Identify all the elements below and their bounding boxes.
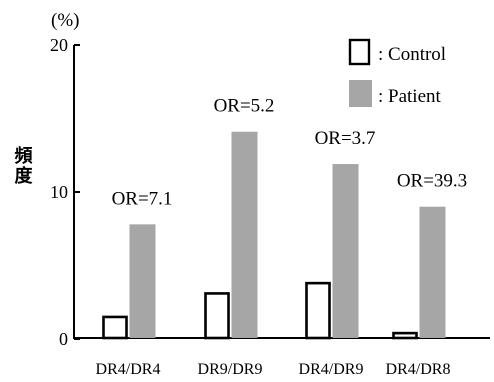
odds-ratio-label: OR=3.7 — [315, 128, 376, 149]
bars — [102, 131, 446, 340]
y-axis-label: 頻度 — [12, 145, 33, 186]
bar-control — [392, 331, 418, 340]
x-tick-label: DR4/DR9 — [299, 361, 364, 378]
bar-control — [305, 281, 331, 340]
bar-patient — [231, 131, 258, 338]
x-tick-label: DR9/DR9 — [198, 361, 263, 378]
bar-patient — [419, 206, 446, 338]
odds-ratio-label: OR=7.1 — [112, 188, 173, 209]
legend-swatch-control — [348, 38, 371, 66]
x-tick-label: DR4/DR8 — [386, 361, 451, 378]
legend-label-control: : Control — [378, 44, 446, 65]
legend: : Control : Patient — [348, 38, 446, 107]
bar-patient — [129, 224, 156, 338]
bar-control — [204, 292, 230, 340]
odds-ratio-label: OR=39.3 — [397, 171, 467, 192]
labels: DR4/DR4 OR=7.1 DR9/DR9 OR=5.2 DR4/DR9 OR=3.7 D… — [96, 96, 468, 378]
odds-ratio-label: OR=5.2 — [214, 96, 275, 117]
x-tick-label: DR4/DR4 — [96, 361, 161, 378]
legend-label-patient: : Patient — [378, 86, 442, 107]
y-tick-label: 10 — [50, 182, 68, 202]
y-unit-label: (%) — [51, 10, 79, 31]
bar-patient — [332, 164, 359, 338]
y-tick-label: 0 — [59, 329, 68, 349]
legend-swatch-patient — [349, 80, 372, 107]
y-tick-label: 20 — [50, 35, 68, 55]
bar-control — [102, 315, 128, 340]
